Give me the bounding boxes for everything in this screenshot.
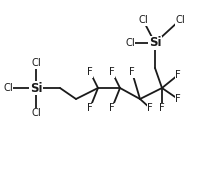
Text: Cl: Cl: [125, 38, 135, 48]
Text: F: F: [109, 103, 115, 113]
Text: Cl: Cl: [31, 58, 41, 68]
Text: F: F: [129, 67, 135, 77]
Text: F: F: [87, 67, 93, 77]
Text: F: F: [159, 103, 165, 113]
Text: F: F: [87, 103, 93, 113]
Text: F: F: [175, 94, 181, 104]
Text: F: F: [147, 103, 153, 113]
Text: Cl: Cl: [138, 15, 148, 25]
Text: Cl: Cl: [175, 15, 185, 25]
Text: Si: Si: [30, 82, 42, 95]
Text: Cl: Cl: [3, 83, 13, 93]
Text: F: F: [109, 67, 115, 77]
Text: F: F: [175, 70, 181, 80]
Text: Cl: Cl: [31, 108, 41, 118]
Text: Si: Si: [149, 37, 161, 50]
